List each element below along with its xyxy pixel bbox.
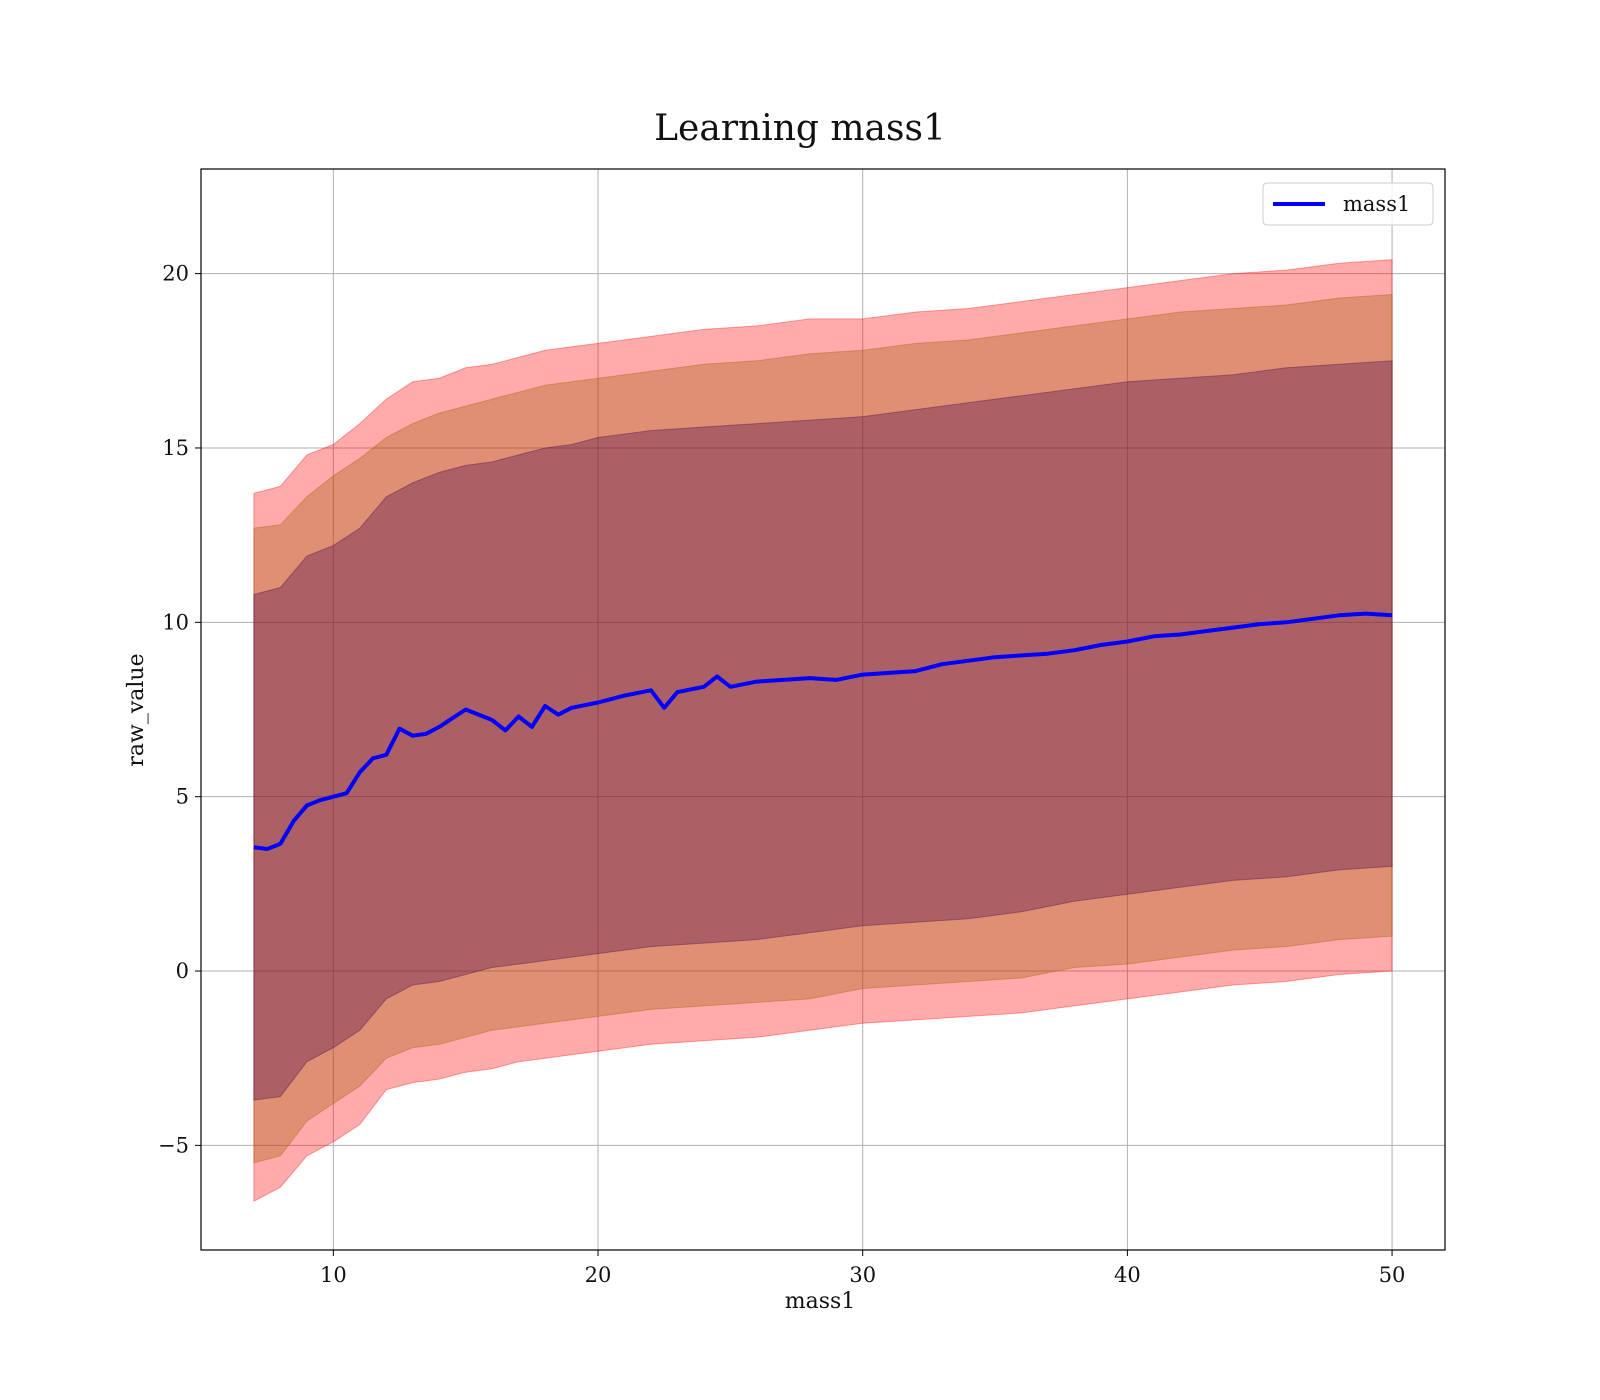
y-tick-label: 20 bbox=[162, 262, 189, 286]
grid-lines bbox=[201, 169, 1445, 1250]
y-tick-label: 15 bbox=[162, 436, 189, 460]
y-tick-label: −5 bbox=[158, 1133, 189, 1157]
y-tick-label: 5 bbox=[176, 785, 189, 809]
band-inner bbox=[253, 360, 1393, 1101]
x-axis-label: mass1 bbox=[785, 1289, 856, 1314]
legend-box bbox=[1262, 182, 1434, 226]
axes-frame bbox=[200, 168, 1446, 1251]
x-tick-label: 30 bbox=[849, 1263, 876, 1287]
x-tick-label: 10 bbox=[320, 1263, 347, 1287]
legend-label: mass1 bbox=[1343, 192, 1410, 216]
axes-border bbox=[200, 168, 1446, 1251]
legend: mass1 bbox=[1262, 182, 1434, 226]
band-middle bbox=[253, 293, 1393, 1164]
confidence-bands bbox=[253, 259, 1393, 1203]
x-tick-label: 20 bbox=[585, 1263, 612, 1287]
y-tick-label: 0 bbox=[176, 959, 189, 983]
chart-title: Learning mass1 bbox=[654, 108, 946, 149]
y-axis-label: raw_value bbox=[124, 653, 149, 766]
mean-line-layer bbox=[253, 611, 1393, 851]
tick-layer: 10 20 30 40 50 −5 0 5 10 15 20 bbox=[158, 262, 1405, 1287]
mean-line bbox=[253, 611, 1393, 851]
band-outer bbox=[253, 259, 1393, 1203]
plot-area bbox=[201, 169, 1445, 1250]
y-tick-label: 10 bbox=[162, 610, 189, 634]
plot-background bbox=[201, 169, 1445, 1250]
x-tick-label: 50 bbox=[1379, 1263, 1406, 1287]
x-tick-label: 40 bbox=[1114, 1263, 1141, 1287]
